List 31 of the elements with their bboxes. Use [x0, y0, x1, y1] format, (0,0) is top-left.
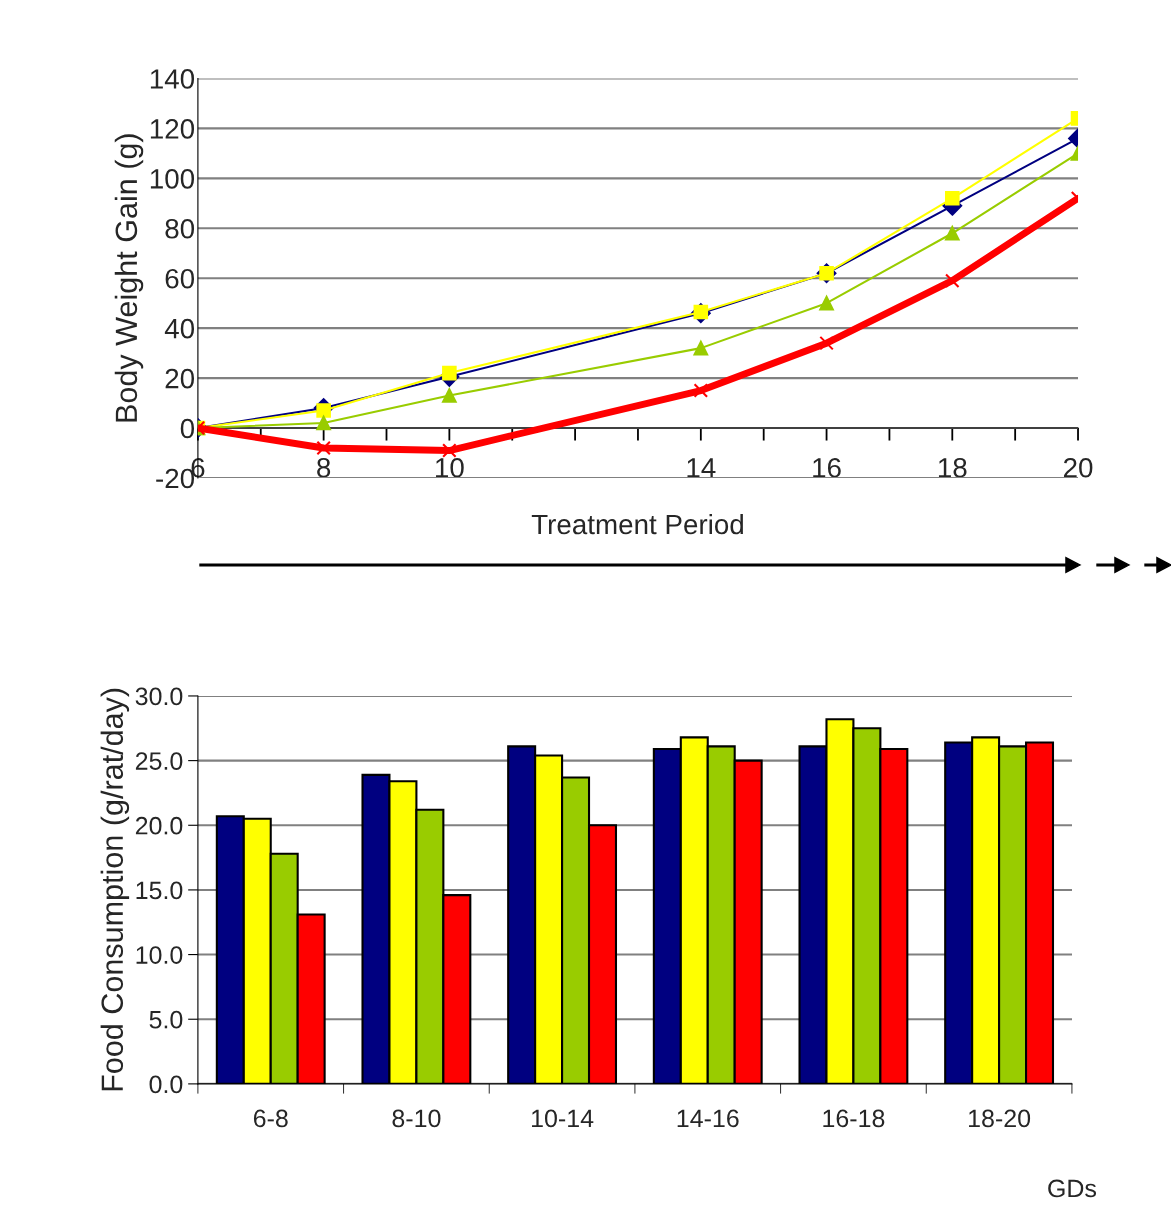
x-tick-label: 6-8 [253, 1109, 288, 1128]
x-tick-label: 14-16 [677, 1109, 739, 1128]
x-tick-label: 8 [317, 457, 331, 478]
y-tick-label: 120 [150, 119, 195, 139]
y-tick-label: 0.0 [149, 1075, 183, 1094]
y-tick-label: 25.0 [135, 752, 183, 770]
x-tick-label: 16-18 [823, 1109, 885, 1128]
x-tick-label: 18-20 [969, 1109, 1031, 1128]
x-tick-label: 8-10 [392, 1109, 441, 1128]
x-axis-title: GDs [1048, 1179, 1097, 1198]
y-tick-label: 140 [150, 69, 195, 89]
y-axis-title: Body Weight Gain (g) [114, 134, 144, 422]
y-tick-label: 20.0 [135, 816, 183, 835]
y-axis-title: Food Consumption (g/rat/day) [100, 688, 130, 1091]
y-tick-label: 5.0 [149, 1010, 183, 1029]
x-tick-label: 10 [436, 457, 464, 478]
y-tick-label: 40 [164, 318, 195, 339]
y-tick-label: 100 [150, 169, 195, 189]
y-tick-label: 10.0 [136, 946, 183, 964]
y-tick-label: 15.0 [136, 881, 183, 900]
x-tick-label: 14 [687, 458, 716, 478]
y-tick-label: 30.0 [135, 687, 183, 706]
x-tick-label: 10-14 [532, 1109, 594, 1128]
x-tick-label: 18 [938, 457, 967, 478]
y-tick-label: 0 [180, 418, 195, 439]
y-tick-label: 20 [165, 368, 195, 389]
x-tick-label: 16 [813, 457, 841, 478]
x-tick-label: 20 [1063, 457, 1093, 478]
x-axis-title: Treatment Period [531, 513, 743, 535]
y-tick-label: 60 [165, 268, 195, 289]
y-tick-label: 80 [165, 218, 195, 239]
